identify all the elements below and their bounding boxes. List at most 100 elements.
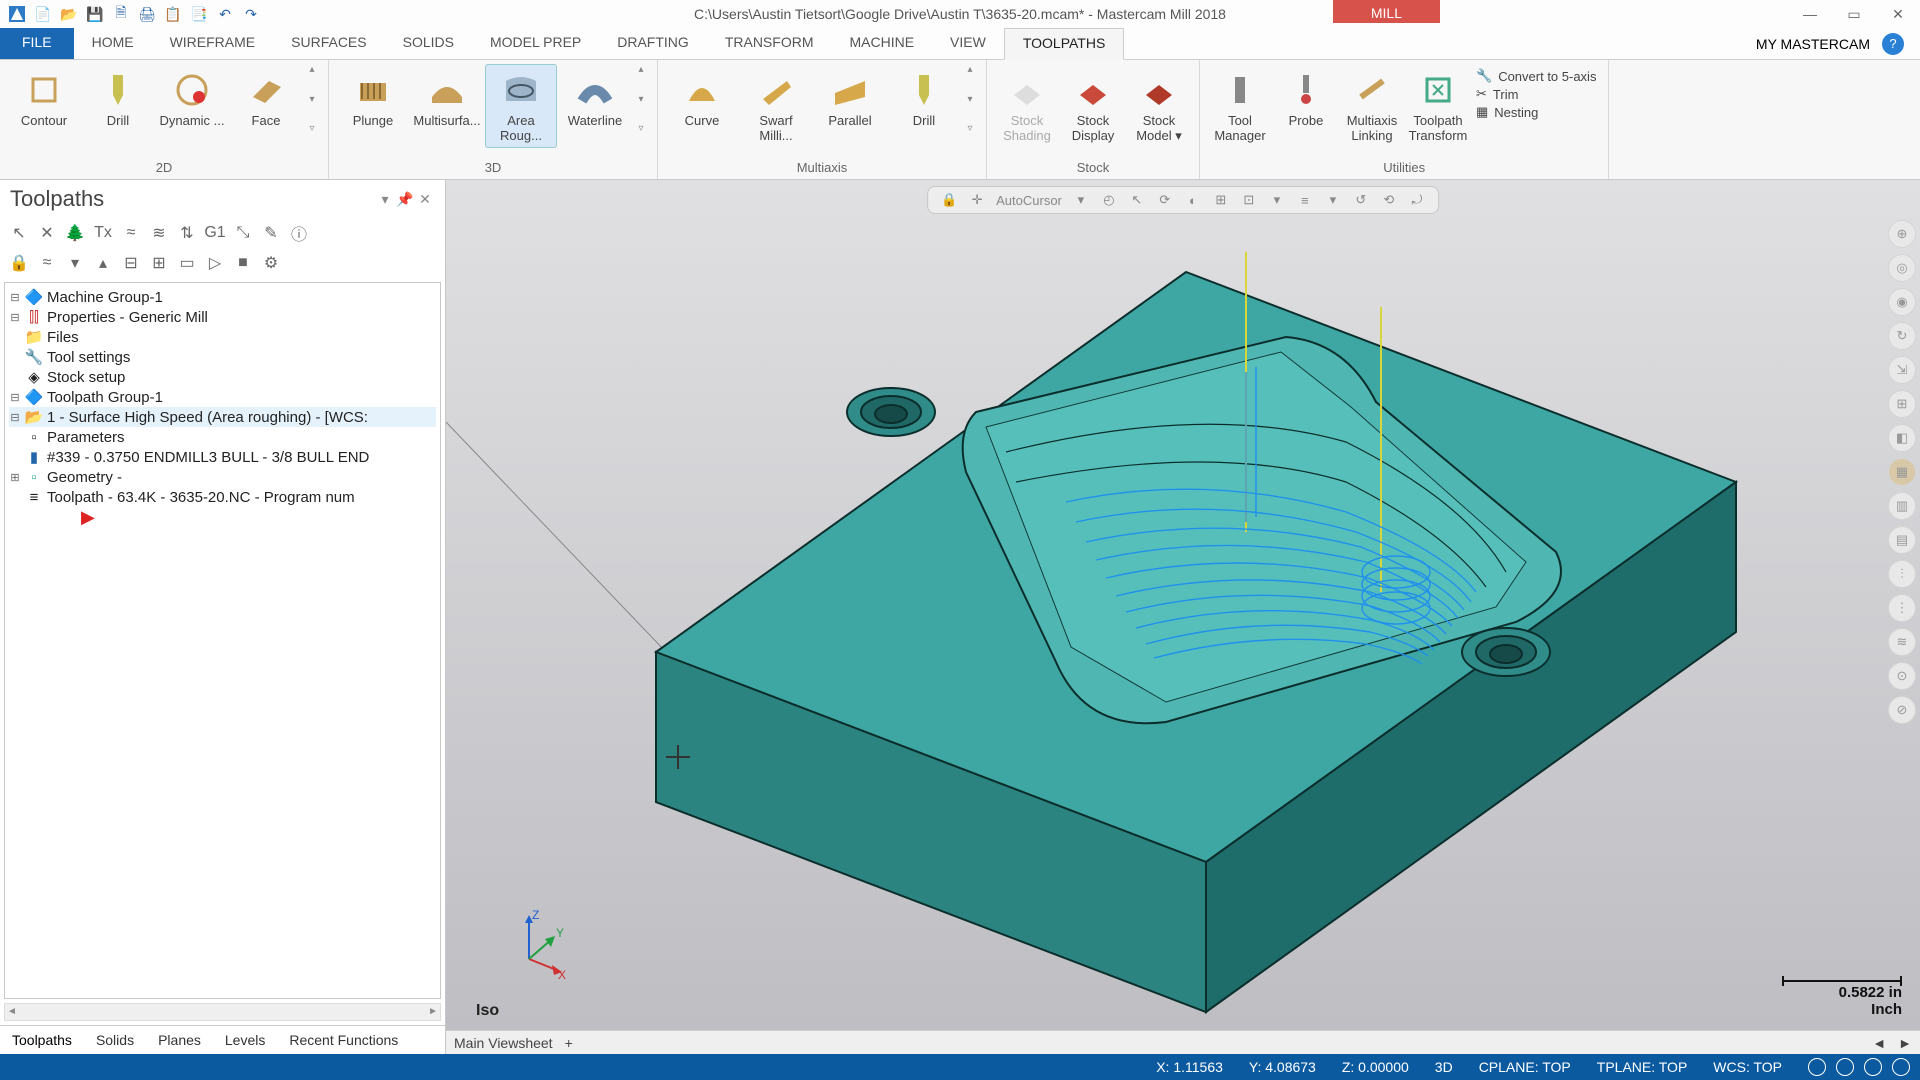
panel-close-icon[interactable]: ✕ (415, 191, 435, 208)
paste-icon[interactable]: 📋 (162, 3, 184, 25)
toolpath-transform-button[interactable]: Toolpath Transform (1406, 64, 1470, 148)
area-rough-button[interactable]: Area Roug... (485, 64, 557, 148)
ft-i3[interactable]: ⟳ (1156, 191, 1174, 209)
play-icon[interactable]: ▷ (204, 252, 226, 274)
rt-13[interactable]: ≋ (1888, 628, 1916, 656)
file-menu[interactable]: FILE (0, 28, 74, 59)
wave2-icon[interactable]: ≋ (148, 222, 170, 244)
ft-i5[interactable]: ⊞ (1212, 191, 1230, 209)
undo-icon[interactable]: ↶ (214, 3, 236, 25)
status-tplane[interactable]: TPLANE: TOP (1597, 1059, 1688, 1075)
tab-solids[interactable]: SOLIDS (385, 28, 472, 59)
rt-12[interactable]: ⋮ (1888, 594, 1916, 622)
tree-icon[interactable]: 🌲 (64, 222, 86, 244)
minimize-button[interactable]: — (1788, 0, 1832, 28)
status-globe1-icon[interactable] (1808, 1058, 1826, 1076)
collapse-icon[interactable]: ⊟ (120, 252, 142, 274)
floating-toolbar[interactable]: 🔒 ✛ AutoCursor ▾ ◴ ↖ ⟳ ◐ ⊞ ⊡ ▾ ≡ ▾ ↺ ⟲ ⤾ (927, 186, 1439, 214)
context-tab-mill[interactable]: MILL (1333, 0, 1440, 23)
my-mastercam-link[interactable]: MY MASTERCAM (1756, 36, 1870, 52)
rt-5[interactable]: ⇲ (1888, 356, 1916, 384)
rt-4[interactable]: ↻ (1888, 322, 1916, 350)
rt-14[interactable]: ⊙ (1888, 662, 1916, 690)
rt-1[interactable]: ⊕ (1888, 220, 1916, 248)
axis-icon[interactable]: ⤡ (232, 222, 254, 244)
panel-dropdown-icon[interactable]: ▾ (375, 191, 395, 208)
up-icon[interactable]: ▴ (92, 252, 114, 274)
stop-icon[interactable]: ■ (232, 252, 254, 274)
tab-transform[interactable]: TRANSFORM (707, 28, 832, 59)
help-icon[interactable]: ? (1882, 33, 1904, 55)
3d-viewport[interactable]: 🔒 ✛ AutoCursor ▾ ◴ ↖ ⟳ ◐ ⊞ ⊡ ▾ ≡ ▾ ↺ ⟲ ⤾… (446, 180, 1920, 1054)
rt-6[interactable]: ⊞ (1888, 390, 1916, 418)
rt-15[interactable]: ⊘ (1888, 696, 1916, 724)
ft-i10[interactable]: ⤾ (1408, 191, 1426, 209)
ft-i9[interactable]: ⟲ (1380, 191, 1398, 209)
rt-2[interactable]: ◎ (1888, 254, 1916, 282)
lock-icon[interactable]: 🔒 (8, 252, 30, 274)
viewsheet-left-icon[interactable]: ◄ (1872, 1035, 1886, 1051)
ft-i1[interactable]: ◴ (1100, 191, 1118, 209)
drill-button[interactable]: Drill (82, 64, 154, 133)
tab-view[interactable]: VIEW (932, 28, 1004, 59)
g1-icon[interactable]: G1 (204, 222, 226, 244)
tool-manager-button[interactable]: Tool Manager (1208, 64, 1272, 148)
info-icon[interactable]: ⓘ (288, 222, 310, 244)
cut-icon[interactable]: 📑 (188, 3, 210, 25)
new-icon[interactable]: 📄 (32, 3, 54, 25)
edit-icon[interactable]: ✎ (260, 222, 282, 244)
viewsheet-add[interactable]: + (565, 1035, 573, 1051)
status-cplane[interactable]: CPLANE: TOP (1479, 1059, 1571, 1075)
tree-h-scrollbar[interactable] (4, 1003, 441, 1021)
drill-ma-button[interactable]: Drill (888, 64, 960, 133)
parallel-button[interactable]: Parallel (814, 64, 886, 133)
face-button[interactable]: Face (230, 64, 302, 133)
dynamic-button[interactable]: Dynamic ... (156, 64, 228, 133)
contour-button[interactable]: Contour (8, 64, 80, 133)
trim-button[interactable]: ✂Trim (1476, 86, 1596, 102)
print-icon[interactable]: 🖨 (136, 3, 158, 25)
stock-display-button[interactable]: Stock Display (1061, 64, 1125, 148)
tab-machine[interactable]: MACHINE (831, 28, 932, 59)
viewsheet-right-icon[interactable]: ► (1898, 1035, 1912, 1051)
box-icon[interactable]: ▭ (176, 252, 198, 274)
status-globe2-icon[interactable] (1836, 1058, 1854, 1076)
bottab-planes[interactable]: Planes (146, 1026, 213, 1054)
wave3-icon[interactable]: ≈ (36, 252, 58, 274)
save-as-icon[interactable]: 🗎 (110, 3, 132, 25)
probe-button[interactable]: Probe (1274, 64, 1338, 133)
ft-i4[interactable]: ◐ (1184, 191, 1202, 209)
multisurf-button[interactable]: Multisurfa... (411, 64, 483, 133)
rt-7[interactable]: ◧ (1888, 424, 1916, 452)
bottab-levels[interactable]: Levels (213, 1026, 277, 1054)
status-globe4-icon[interactable] (1892, 1058, 1910, 1076)
ft-i7[interactable]: ≡ (1296, 191, 1314, 209)
select-x-icon[interactable]: ✕ (36, 222, 58, 244)
operation-1[interactable]: ⊟📂1 - Surface High Speed (Area roughing)… (9, 407, 436, 427)
lock2-icon[interactable]: 🔒 (940, 191, 958, 209)
redo-icon[interactable]: ↷ (240, 3, 262, 25)
bottab-toolpaths[interactable]: Toolpaths (0, 1026, 84, 1054)
panel-pin-icon[interactable]: 📌 (395, 191, 415, 208)
status-globe3-icon[interactable] (1864, 1058, 1882, 1076)
close-button[interactable]: ✕ (1876, 0, 1920, 28)
multiaxis-link-button[interactable]: Multiaxis Linking (1340, 64, 1404, 148)
rt-10[interactable]: ▤ (1888, 526, 1916, 554)
rt-9[interactable]: ▥ (1888, 492, 1916, 520)
tab-surfaces[interactable]: SURFACES (273, 28, 384, 59)
maximize-button[interactable]: ▭ (1832, 0, 1876, 28)
plunge-button[interactable]: Plunge (337, 64, 409, 133)
wave1-icon[interactable]: ≈ (120, 222, 142, 244)
stock-model-button[interactable]: Stock Model ▾ (1127, 64, 1191, 149)
expand-icon[interactable]: ⊞ (148, 252, 170, 274)
bottab-recent[interactable]: Recent Functions (277, 1026, 410, 1054)
rt-8[interactable]: ▦ (1888, 458, 1916, 486)
operations-tree[interactable]: ⊟🔷Machine Group-1 ⊟⫿⫿Properties - Generi… (4, 282, 441, 999)
gear-icon[interactable]: ⚙ (260, 252, 282, 274)
tab-home[interactable]: HOME (74, 28, 152, 59)
nesting-button[interactable]: ▦Nesting (1476, 104, 1596, 120)
curve-button[interactable]: Curve (666, 64, 738, 133)
down-icon[interactable]: ▾ (64, 252, 86, 274)
tab-modelprep[interactable]: MODEL PREP (472, 28, 599, 59)
rt-11[interactable]: ⫶ (1888, 560, 1916, 588)
